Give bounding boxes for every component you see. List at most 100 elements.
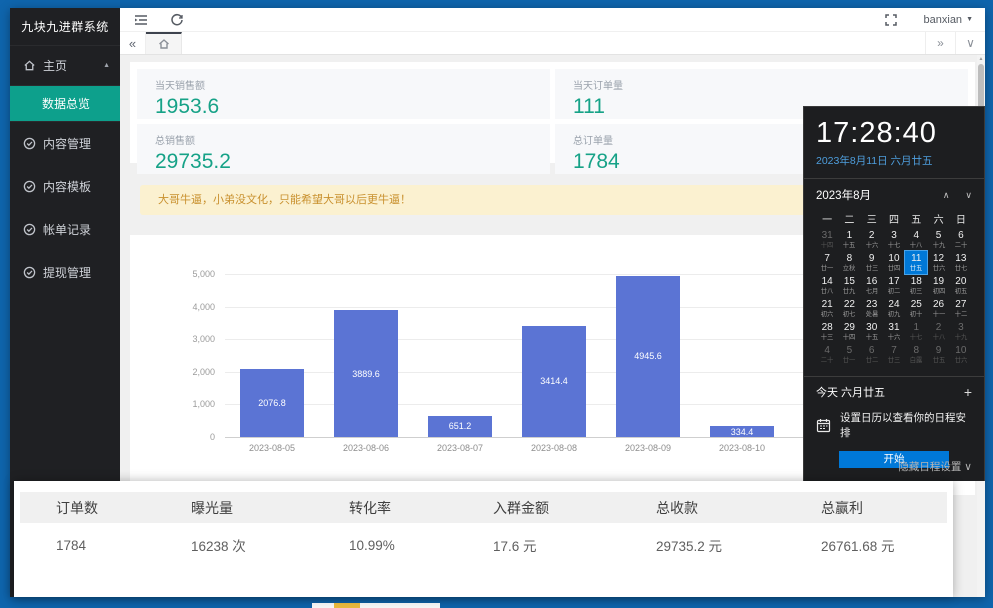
- calendar-day-number: 3: [891, 229, 897, 241]
- chart-y-tick-label: 5,000: [192, 269, 215, 279]
- calendar-today-row: 今天 六月廿五 +: [816, 384, 972, 400]
- calendar-day-cell[interactable]: 31 十六: [883, 320, 905, 343]
- calendar-day-cell[interactable]: 16 七月: [861, 274, 883, 297]
- calendar-day-number: 21: [821, 298, 833, 310]
- home-icon: [158, 39, 169, 49]
- calendar-day-cell[interactable]: 28 十三: [816, 320, 838, 343]
- chart-y-tick-label: 2,000: [192, 366, 215, 377]
- username: banxian: [923, 13, 963, 26]
- calendar-day-cell[interactable]: 8 白露: [905, 343, 927, 366]
- calendar-day-cell[interactable]: 3 十九: [950, 320, 972, 343]
- calendar-day-cell[interactable]: 6 二十: [950, 228, 972, 251]
- calendar-day-cell[interactable]: 22 初七: [838, 297, 860, 320]
- chart-bar-slot: 3414.4: [507, 325, 601, 437]
- calendar-day-number: 13: [955, 252, 967, 264]
- tabs-scroll-left-icon[interactable]: «: [120, 32, 146, 54]
- tabs-scroll-right-icon[interactable]: »: [925, 32, 955, 54]
- chart-x-tick-label: 2023-08-08: [530, 443, 578, 453]
- calendar-day-cell[interactable]: 7 廿一: [816, 251, 838, 274]
- calendar-day-cell[interactable]: 5 廿一: [838, 343, 860, 366]
- chart-bar[interactable]: 651.2: [428, 415, 492, 437]
- sidebar-item-content-template[interactable]: 内容模板: [10, 165, 120, 208]
- calendar-day-cell[interactable]: 15 廿九: [838, 274, 860, 297]
- stat-card-0: 当天销售额 1953.6: [137, 69, 550, 119]
- scrollbar-up-arrow-icon[interactable]: ▲: [978, 56, 984, 62]
- refresh-icon[interactable]: [170, 13, 184, 27]
- calendar-day-cell[interactable]: 29 十四: [838, 320, 860, 343]
- chart-bar[interactable]: 3414.4: [522, 325, 586, 437]
- calendar-day-cell[interactable]: 6 廿二: [861, 343, 883, 366]
- hide-agenda-link[interactable]: 隐藏日程设置 ∨: [898, 461, 972, 473]
- fullscreen-icon[interactable]: [884, 13, 898, 27]
- calendar-day-number: 4: [913, 229, 920, 241]
- calendar-day-cell[interactable]: 10 廿四: [883, 251, 905, 274]
- calendar-day-cell[interactable]: 27 十二: [950, 297, 972, 320]
- calendar-header: 2023年8月 ∧ ∨: [816, 187, 972, 203]
- sidebar-fold-icon[interactable]: [134, 13, 148, 27]
- chart-bar[interactable]: 3889.6: [334, 310, 398, 437]
- calendar-day-cell[interactable]: 3 十七: [883, 228, 905, 251]
- calendar-day-cell[interactable]: 23 处暑: [861, 297, 883, 320]
- chart-bar-slot: 4945.6: [601, 275, 695, 437]
- sidebar-item-home[interactable]: 主页 ▲: [10, 46, 120, 86]
- sidebar-item-billing-records[interactable]: 帐单记录: [10, 208, 120, 251]
- calendar-day-number: 26: [933, 298, 945, 310]
- chart-bar-value-label: 3889.6: [352, 368, 380, 379]
- calendar-day-cell[interactable]: 12 廿六: [927, 251, 949, 274]
- summary-header-cell: 订单数: [56, 499, 98, 516]
- calendar-lunar-label: 廿六: [932, 264, 945, 272]
- calendar-day-cell[interactable]: 26 十一: [927, 297, 949, 320]
- collapse-arrow-icon: ▲: [103, 62, 110, 69]
- calendar-day-cell[interactable]: 20 初五: [950, 274, 972, 297]
- calendar-day-cell[interactable]: 7 廿三: [883, 343, 905, 366]
- calendar-day-cell[interactable]: 1 十五: [838, 228, 860, 251]
- add-event-icon[interactable]: +: [963, 384, 972, 400]
- calendar-day-cell[interactable]: 17 初二: [883, 274, 905, 297]
- sidebar-item-content-manage[interactable]: 内容管理: [10, 122, 120, 165]
- calendar-day-cell[interactable]: 5 十九: [927, 228, 949, 251]
- check-circle-icon: [23, 180, 36, 193]
- chart-gridline: [225, 306, 883, 308]
- chart-x-axis-labels: 2023-08-05 2023-08-06 2023-08-07 2023-08-08…: [225, 443, 883, 453]
- calendar-lunar-label: 白露: [909, 356, 923, 364]
- calendar-day-cell[interactable]: 13 廿七: [950, 251, 972, 274]
- calendar-day-cell[interactable]: 21 初六: [816, 297, 838, 320]
- calendar-day-cell[interactable]: 4 二十: [816, 343, 838, 366]
- calendar-lunar-label: 廿九: [843, 287, 856, 295]
- user-menu[interactable]: banxian ▼: [924, 14, 973, 26]
- clock-date-link[interactable]: 2023年8月11日 六月廿五: [816, 155, 933, 167]
- chart-x-tick-label: 2023-08-05: [248, 443, 296, 453]
- calendar-day-cell[interactable]: 2 十六: [861, 228, 883, 251]
- calendar-prev-month-icon[interactable]: ∧: [942, 189, 950, 200]
- calendar-day-cell[interactable]: 8 立秋: [838, 251, 860, 274]
- calendar-weekday-label: 一: [822, 215, 833, 226]
- calendar-day-cell[interactable]: 9 廿五: [927, 343, 949, 366]
- calendar-day-cell[interactable]: 30 十五: [861, 320, 883, 343]
- calendar-day-cell[interactable]: 2 十八: [927, 320, 949, 343]
- calendar-day-cell[interactable]: 18 初三: [905, 274, 927, 297]
- calendar-day-cell[interactable]: 25 初十: [905, 297, 927, 320]
- chart-bar[interactable]: 2076.8: [240, 369, 304, 437]
- calendar-day-cell[interactable]: 4 十八: [905, 228, 927, 251]
- start-button[interactable]: 开始: [839, 451, 949, 468]
- chart-bar[interactable]: 334.4: [710, 426, 774, 437]
- sidebar-item-withdraw-manage[interactable]: 提现管理: [10, 251, 120, 294]
- calendar-day-cell[interactable]: 9 廿三: [861, 251, 883, 274]
- sidebar-item-label: 内容管理: [43, 137, 92, 151]
- calendar-day-cell[interactable]: 11 廿五: [904, 250, 929, 275]
- calendar-weekday-label: 四: [888, 215, 899, 226]
- calendar-day-cell[interactable]: 14 廿八: [816, 274, 838, 297]
- calendar-day-cell[interactable]: 19 初四: [927, 274, 949, 297]
- summary-value-cell: 17.6 元: [493, 539, 537, 554]
- tabs-menu-icon[interactable]: ∨: [955, 32, 985, 54]
- calendar-next-month-icon[interactable]: ∨: [965, 189, 972, 200]
- scrollbar-thumb[interactable]: [978, 64, 984, 136]
- chart-bar[interactable]: 4945.6: [616, 275, 680, 437]
- calendar-day-cell[interactable]: 31 十四: [816, 228, 838, 251]
- calendar-day-cell[interactable]: 24 初九: [883, 297, 905, 320]
- calendar-day-cell[interactable]: 1 十七: [905, 320, 927, 343]
- calendar-day-cell[interactable]: 10 廿六: [950, 343, 972, 366]
- tab-home[interactable]: [146, 32, 182, 54]
- sidebar-item-data-overview[interactable]: 数据总览: [10, 86, 120, 122]
- calendar-lunar-label: 十五: [843, 241, 856, 249]
